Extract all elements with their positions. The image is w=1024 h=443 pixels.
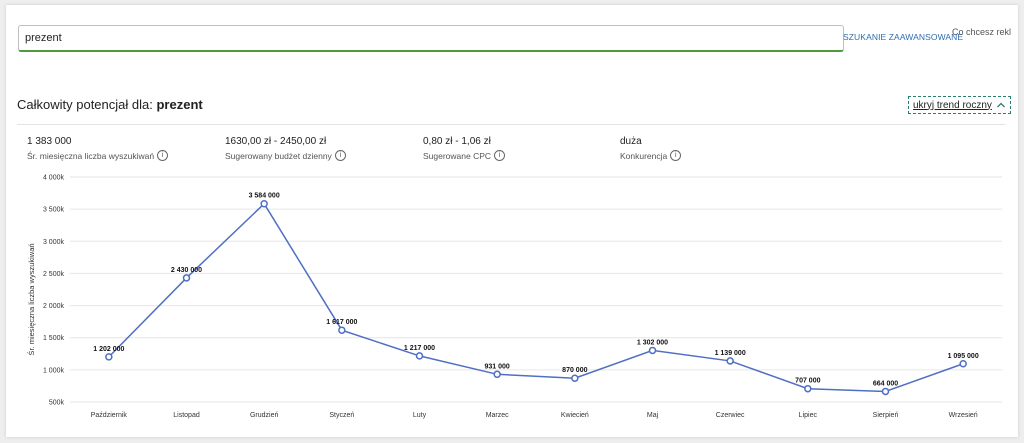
- data-label: 1 095 000: [948, 353, 979, 360]
- total-potential-title: Całkowity potencjał dla: prezent: [17, 97, 203, 112]
- x-tick-label: Listopad: [173, 412, 200, 419]
- data-point[interactable]: [804, 384, 812, 393]
- metric-avg-searches: 1 383 000 Śr. miesięczna liczba wyszukiw…: [27, 136, 169, 161]
- y-axis-label: Śr. miesięczna liczba wyszukiwań: [27, 243, 36, 355]
- toggle-label: ukryj trend roczny: [913, 99, 992, 111]
- metric-value: 0,80 zł - 1,06 zł: [423, 136, 491, 147]
- chart-grid: [70, 176, 1002, 403]
- data-label: 3 584 000: [249, 193, 280, 200]
- y-axis-ticks: 500k 1 000k 1 500k 2 000k 2 500k 3 000k 3 500k…: [43, 175, 65, 407]
- section-divider: [17, 124, 1005, 125]
- metric-label: Sugerowany budżet dzienny: [225, 150, 332, 161]
- data-point[interactable]: [959, 360, 967, 368]
- metric-daily-budget: 1630,00 zł - 2450,00 zł Sugerowany budże…: [225, 136, 346, 161]
- data-label: 2 430 000: [171, 267, 202, 274]
- metric-label: Śr. miesięczna liczba wyszukiwań: [27, 150, 155, 161]
- data-point[interactable]: [571, 374, 579, 382]
- ad-prompt-text: Co chcesz rekl: [952, 27, 1012, 37]
- info-icon[interactable]: i: [334, 150, 346, 161]
- data-label: 870 000: [562, 367, 587, 374]
- x-tick-label: Grudzień: [250, 412, 279, 419]
- y-tick-label: 1 000k: [43, 367, 65, 374]
- x-tick-label: Lipiec: [799, 412, 818, 419]
- x-tick-label: Kwiecień: [561, 412, 589, 419]
- data-label: 1 217 000: [404, 345, 435, 352]
- info-icon[interactable]: i: [157, 150, 169, 161]
- x-tick-label: Maj: [647, 412, 659, 419]
- data-labels: 1 202 000 2 430 000 3 584 000 1 617 000 1 21…: [93, 193, 979, 388]
- x-tick-label: Sierpień: [873, 412, 899, 419]
- data-point[interactable]: [493, 370, 501, 379]
- metric-value: 1 383 000: [27, 136, 72, 147]
- data-points: [105, 199, 967, 396]
- metric-cpc: 0,80 zł - 1,06 zł Sugerowane CPC i: [423, 136, 506, 161]
- data-label: 1 617 000: [326, 319, 357, 326]
- x-tick-label: Październik: [91, 412, 128, 419]
- data-point[interactable]: [105, 353, 113, 361]
- keyword-search-input[interactable]: [18, 25, 844, 52]
- x-tick-label: Styczeń: [329, 412, 354, 419]
- data-point[interactable]: [648, 346, 657, 355]
- y-tick-label: 4 000k: [43, 175, 65, 182]
- hide-yearly-trend-toggle[interactable]: ukryj trend roczny: [908, 96, 1011, 114]
- yearly-trend-chart: 500k 1 000k 1 500k 2 000k 2 500k 3 000k 3 500k…: [27, 175, 1002, 419]
- data-label: 1 302 000: [637, 339, 668, 346]
- x-tick-label: Czerwiec: [716, 412, 745, 419]
- info-icon[interactable]: i: [494, 150, 506, 161]
- data-point[interactable]: [338, 326, 346, 334]
- data-label: 664 000: [873, 380, 898, 387]
- data-point[interactable]: [881, 387, 890, 396]
- y-tick-label: 2 500k: [43, 271, 65, 278]
- metric-competition: duża Konkurencja i: [620, 136, 682, 161]
- series-line: [108, 202, 964, 393]
- data-point[interactable]: [260, 199, 268, 208]
- y-tick-label: 500k: [49, 400, 65, 407]
- x-tick-label: Luty: [413, 412, 427, 419]
- metric-label: Sugerowane CPC: [423, 150, 492, 161]
- keyword-planner-panel: SZUKANIE ZAAWANSOWANE Co chcesz rekl Cał…: [6, 5, 1018, 437]
- y-tick-label: 3 000k: [43, 239, 65, 246]
- data-label: 1 202 000: [93, 346, 124, 353]
- x-tick-label: Marzec: [486, 412, 509, 419]
- metric-value: 1630,00 zł - 2450,00 zł: [225, 136, 327, 147]
- advanced-search-link[interactable]: SZUKANIE ZAAWANSOWANE: [843, 32, 964, 42]
- title-prefix: Całkowity potencjał dla:: [17, 97, 153, 112]
- x-tick-label: Wrzesień: [949, 412, 978, 419]
- data-point[interactable]: [415, 352, 424, 360]
- title-keyword: prezent: [156, 97, 203, 112]
- data-point[interactable]: [726, 357, 734, 365]
- y-tick-label: 1 500k: [43, 335, 65, 342]
- data-label: 1 139 000: [715, 350, 746, 357]
- x-axis-ticks: Październik Listopad Grudzień Styczeń Luty Ma…: [91, 412, 978, 419]
- chevron-up-icon: [996, 102, 1005, 108]
- data-point[interactable]: [182, 274, 191, 282]
- y-tick-label: 3 500k: [43, 207, 65, 214]
- metric-value: duża: [620, 136, 642, 147]
- info-icon[interactable]: i: [670, 150, 682, 161]
- data-label: 931 000: [485, 363, 510, 370]
- metric-label: Konkurencja: [620, 150, 668, 161]
- data-label: 707 000: [795, 378, 820, 385]
- y-tick-label: 2 000k: [43, 303, 65, 310]
